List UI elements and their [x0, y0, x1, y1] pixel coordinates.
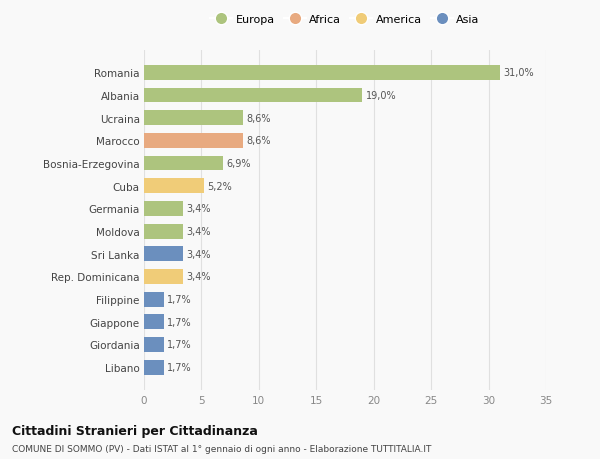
Bar [144, 111, 243, 126]
Bar [144, 315, 164, 330]
Bar [144, 337, 164, 352]
Text: 3,4%: 3,4% [187, 227, 211, 237]
Text: 8,6%: 8,6% [246, 136, 271, 146]
Text: 8,6%: 8,6% [246, 113, 271, 123]
Bar [144, 292, 164, 307]
Legend: Europa, Africa, America, Asia: Europa, Africa, America, Asia [210, 15, 480, 25]
Bar [144, 157, 223, 171]
Text: 19,0%: 19,0% [365, 91, 396, 101]
Bar [144, 134, 243, 149]
Text: 31,0%: 31,0% [503, 68, 534, 78]
Text: COMUNE DI SOMMO (PV) - Dati ISTAT al 1° gennaio di ogni anno - Elaborazione TUTT: COMUNE DI SOMMO (PV) - Dati ISTAT al 1° … [12, 444, 431, 453]
Bar [144, 360, 164, 375]
Text: 1,7%: 1,7% [167, 340, 191, 350]
Bar [144, 269, 183, 284]
Bar [144, 66, 500, 81]
Bar [144, 202, 183, 216]
Bar [144, 89, 362, 103]
Text: 3,4%: 3,4% [187, 204, 211, 214]
Text: Cittadini Stranieri per Cittadinanza: Cittadini Stranieri per Cittadinanza [12, 424, 258, 437]
Text: 5,2%: 5,2% [207, 181, 232, 191]
Text: 3,4%: 3,4% [187, 272, 211, 282]
Text: 1,7%: 1,7% [167, 317, 191, 327]
Bar [144, 179, 204, 194]
Text: 1,7%: 1,7% [167, 362, 191, 372]
Text: 6,9%: 6,9% [227, 159, 251, 169]
Text: 3,4%: 3,4% [187, 249, 211, 259]
Bar [144, 247, 183, 262]
Text: 1,7%: 1,7% [167, 295, 191, 304]
Bar [144, 224, 183, 239]
